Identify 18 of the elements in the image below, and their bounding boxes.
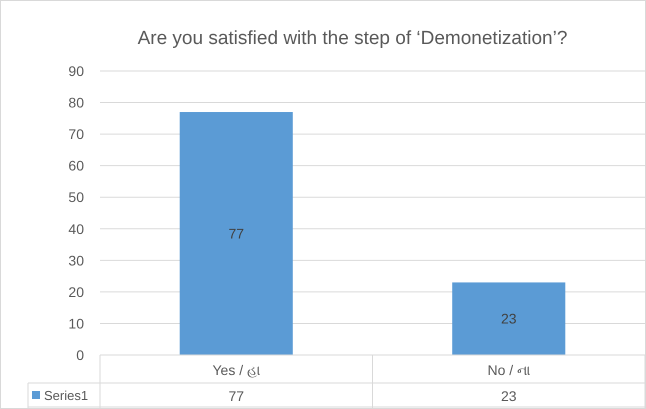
y-tick-label: 70 bbox=[68, 126, 84, 142]
text: 77 bbox=[228, 388, 244, 404]
y-tick-label: 30 bbox=[68, 252, 84, 268]
x-tick-label: No / ના bbox=[487, 362, 530, 378]
y-tick-label: 60 bbox=[68, 158, 84, 174]
y-tick-label: 50 bbox=[68, 189, 84, 206]
chart-title: Are you satisfied with the step of ‘Demonetization’? bbox=[138, 28, 568, 49]
legend-label: Series1 bbox=[44, 388, 88, 403]
x-tick-label: Yes / હા bbox=[212, 362, 260, 378]
y-tick-label: 40 bbox=[68, 220, 84, 237]
y-tick-label: 10 bbox=[68, 315, 84, 332]
data-label: 23 bbox=[500, 310, 517, 327]
text: 23 bbox=[500, 388, 517, 404]
y-tick-label: 0 bbox=[76, 347, 84, 363]
y-tick-label: 20 bbox=[68, 284, 84, 300]
y-tick-label: 90 bbox=[68, 63, 84, 79]
data-label: 77 bbox=[228, 226, 244, 242]
y-tick-label: 80 bbox=[68, 94, 84, 111]
